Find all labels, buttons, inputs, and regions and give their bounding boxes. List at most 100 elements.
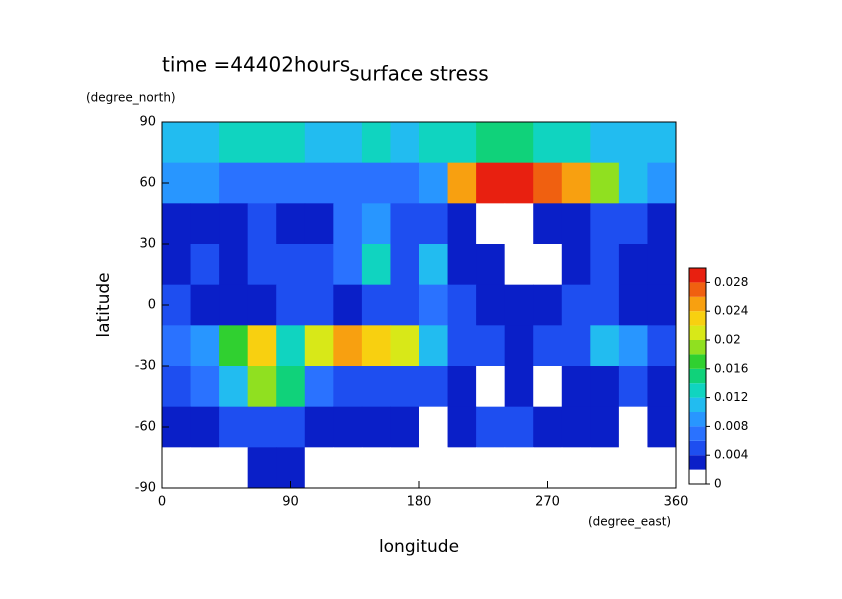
field-cell <box>162 447 192 489</box>
field-cell <box>647 162 677 204</box>
field-cell <box>390 162 420 204</box>
field-cell <box>533 122 563 164</box>
field-cell <box>447 162 477 204</box>
field-cell <box>590 284 620 326</box>
colorbar-tick-label: 0.02 <box>714 333 741 347</box>
field-cell <box>447 325 477 367</box>
field-cell <box>361 122 391 164</box>
y-tick-label: 30 <box>139 237 156 252</box>
field-cell <box>561 406 591 448</box>
field-cell <box>447 447 477 489</box>
field-cell <box>504 406 534 448</box>
field-cell <box>618 244 648 286</box>
field-cell <box>162 325 192 367</box>
field-cell <box>561 122 591 164</box>
field-cell <box>333 284 363 326</box>
field-cell <box>333 162 363 204</box>
x-tick-label: 180 <box>407 495 432 510</box>
field-cell <box>647 203 677 245</box>
field-cell <box>561 366 591 408</box>
x-tick-label: 90 <box>282 495 299 510</box>
x-tick-label: 0 <box>158 495 166 510</box>
colorbar-swatch <box>689 412 706 427</box>
colorbar-swatch <box>689 311 706 326</box>
field-cell <box>361 244 391 286</box>
field-cell <box>504 366 534 408</box>
field-cell <box>276 203 306 245</box>
field-cell <box>561 447 591 489</box>
field-cell <box>390 203 420 245</box>
field-cell <box>304 325 334 367</box>
field-cell <box>162 244 192 286</box>
field-cell <box>219 122 249 164</box>
colorbar-swatch <box>689 354 706 369</box>
field-cell <box>304 366 334 408</box>
field-cell <box>419 366 449 408</box>
field-cell <box>533 406 563 448</box>
colorbar-swatch <box>689 325 706 340</box>
field-cell <box>647 244 677 286</box>
field-cell <box>618 122 648 164</box>
field-cell <box>647 325 677 367</box>
field-cell <box>504 447 534 489</box>
x-tick-label: 270 <box>535 495 560 510</box>
field-cell <box>390 366 420 408</box>
field-cell <box>162 366 192 408</box>
field-cell <box>190 284 220 326</box>
field-cell <box>504 325 534 367</box>
field-cell <box>561 162 591 204</box>
field-cell <box>333 244 363 286</box>
field-cell <box>219 447 249 489</box>
field-cell <box>219 162 249 204</box>
field-cell <box>276 325 306 367</box>
field-cell <box>419 447 449 489</box>
field-cell <box>247 162 277 204</box>
field-cell <box>590 162 620 204</box>
field-cell <box>361 162 391 204</box>
field-cell <box>333 447 363 489</box>
field <box>162 122 677 489</box>
colorbar-swatch <box>689 340 706 355</box>
field-cell <box>590 244 620 286</box>
colorbar-tick-label: 0.008 <box>714 419 748 433</box>
field-cell <box>447 122 477 164</box>
field-cell <box>333 325 363 367</box>
field-cell <box>447 203 477 245</box>
colorbar-swatch <box>689 440 706 456</box>
colorbar-swatch <box>689 469 706 484</box>
field-cell <box>618 325 648 367</box>
field-cell <box>561 203 591 245</box>
field-cell <box>533 325 563 367</box>
colorbar-tick-label: 0.012 <box>714 390 748 404</box>
field-cell <box>561 244 591 286</box>
field-cell <box>390 447 420 489</box>
field-cell <box>361 325 391 367</box>
colorbar-swatch <box>689 383 706 398</box>
field-cell <box>190 447 220 489</box>
field-cell <box>447 284 477 326</box>
field-cell <box>419 162 449 204</box>
field-cell <box>618 406 648 448</box>
field-cell <box>190 162 220 204</box>
colorbar-swatch <box>689 268 706 283</box>
field-cell <box>647 366 677 408</box>
field-cell <box>618 366 648 408</box>
x-tick-label: 360 <box>664 495 689 510</box>
field-cell <box>190 244 220 286</box>
field-cell <box>504 244 534 286</box>
field-cell <box>590 203 620 245</box>
field-cell <box>304 122 334 164</box>
colorbar-swatch <box>689 368 706 384</box>
field-cell <box>504 284 534 326</box>
field-cell <box>533 203 563 245</box>
x-axis-label: longitude <box>379 537 459 557</box>
field-cell <box>447 366 477 408</box>
field-cell <box>476 366 506 408</box>
field-cell <box>190 366 220 408</box>
field-cell <box>361 447 391 489</box>
field-cell <box>390 122 420 164</box>
field-cell <box>304 203 334 245</box>
colorbar-frame <box>688 267 707 485</box>
field-cell <box>618 284 648 326</box>
field-cell <box>647 122 677 164</box>
